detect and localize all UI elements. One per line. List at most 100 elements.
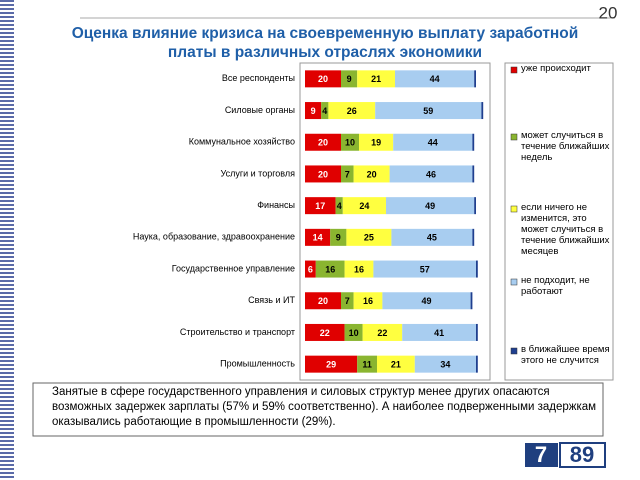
bar-segment — [472, 133, 475, 151]
data-label: 57 — [420, 264, 430, 274]
legend-swatch — [510, 205, 518, 213]
bar-segment — [305, 323, 345, 341]
data-label: 9 — [311, 106, 316, 116]
bar-segment — [472, 165, 475, 183]
legend-label: уже происходит — [521, 63, 591, 74]
note-box — [32, 382, 604, 437]
y-tick-label: Связь и ИТ — [248, 295, 295, 305]
data-label: 44 — [428, 138, 438, 148]
note-wrap: Занятые в сфере государственного управле… — [52, 386, 597, 428]
bar-segment — [391, 228, 473, 246]
logo-right-box — [559, 442, 606, 468]
bar-segment — [341, 70, 358, 88]
bar-segment — [357, 70, 395, 88]
y-tick-label: Наука, образование, здравоохранение — [133, 232, 295, 242]
bar-segment — [476, 355, 478, 373]
bar-segment — [342, 197, 386, 215]
bar-segment — [321, 102, 329, 120]
note: Занятые в сфере государственного управле… — [52, 386, 597, 428]
data-label: 4 — [322, 106, 327, 116]
data-label: 22 — [320, 328, 330, 338]
page-number: 20 — [599, 3, 618, 22]
data-label: 49 — [421, 296, 431, 306]
data-label: 14 — [313, 233, 323, 243]
legend-item: может случиться в течение ближайших неде… — [521, 130, 610, 163]
bar-segment — [341, 133, 359, 151]
legend-item: в ближайшее время этого не случится — [521, 344, 610, 366]
bar-segment — [474, 70, 476, 88]
bar-segment — [470, 292, 473, 310]
bar-segment — [375, 102, 482, 120]
bar-segment — [305, 70, 341, 88]
legend-swatch — [510, 66, 518, 74]
bar-segment — [359, 133, 394, 151]
data-label: 10 — [349, 328, 359, 338]
legend-item: уже происходит — [521, 63, 591, 74]
data-label: 20 — [318, 169, 328, 179]
data-label: 7 — [345, 296, 350, 306]
bar-segment — [362, 323, 403, 341]
data-label: 4 — [337, 201, 342, 211]
bar-segment — [373, 260, 476, 278]
data-label: 9 — [347, 74, 352, 84]
legend-item: не подходит, не работают — [521, 275, 590, 297]
legend-swatch — [510, 278, 518, 286]
legend-item: если ничего не изменится, это может случ… — [521, 202, 609, 257]
data-label: 26 — [347, 106, 357, 116]
y-tick-label: Услуги и торговля — [220, 168, 295, 178]
logo-right: 89 — [570, 442, 594, 467]
data-label: 45 — [427, 233, 437, 243]
bar-segment — [344, 323, 363, 341]
bar-segment — [305, 133, 341, 151]
bar-segment — [305, 260, 316, 278]
data-label: 49 — [425, 201, 435, 211]
bar-segment — [305, 197, 336, 215]
logo-left: 7 — [535, 442, 547, 467]
y-tick-label: Государственное управление — [172, 263, 295, 273]
bar-segment — [402, 323, 476, 341]
bar-segment — [305, 228, 331, 246]
data-label: 9 — [336, 233, 341, 243]
y-tick-label: Коммунальное хозяйство — [189, 137, 295, 147]
bar-segment — [328, 102, 376, 120]
data-label: 20 — [318, 138, 328, 148]
chart-title: Оценка влияние кризиса на своевременную … — [71, 25, 579, 61]
legend-label: может случиться в течение ближайших неде… — [521, 130, 610, 163]
data-label: 20 — [367, 169, 377, 179]
bar-segment — [346, 228, 392, 246]
data-label: 17 — [315, 201, 325, 211]
data-label: 25 — [364, 233, 374, 243]
bar-segment — [472, 228, 475, 246]
bar-segment — [393, 133, 473, 151]
legend-label: в ближайшее время этого не случится — [521, 344, 610, 366]
bar-segment — [305, 292, 341, 310]
bar-segment — [353, 292, 383, 310]
bar-segment — [305, 355, 358, 373]
bar-segment — [414, 355, 476, 373]
data-label: 29 — [326, 360, 336, 370]
bar-segment — [382, 292, 471, 310]
bar-segment — [386, 197, 475, 215]
data-label: 34 — [440, 360, 450, 370]
bar-segment — [341, 165, 354, 183]
bar-segment — [474, 197, 476, 215]
bar-segment — [377, 355, 415, 373]
data-label: 24 — [359, 201, 369, 211]
legend-box — [504, 62, 614, 381]
bar-segment — [481, 102, 484, 120]
bar-segment — [476, 260, 478, 278]
logo-left-box — [525, 443, 558, 467]
bar-segment — [305, 102, 322, 120]
data-label: 46 — [426, 169, 436, 179]
data-label: 21 — [371, 74, 381, 84]
data-label: 16 — [354, 264, 364, 274]
data-label: 6 — [308, 264, 313, 274]
data-label: 7 — [345, 169, 350, 179]
data-label: 21 — [391, 360, 401, 370]
y-tick-label: Все респонденты — [222, 73, 295, 83]
bar-segment — [389, 165, 473, 183]
bar-segment — [344, 260, 374, 278]
data-label: 20 — [318, 74, 328, 84]
